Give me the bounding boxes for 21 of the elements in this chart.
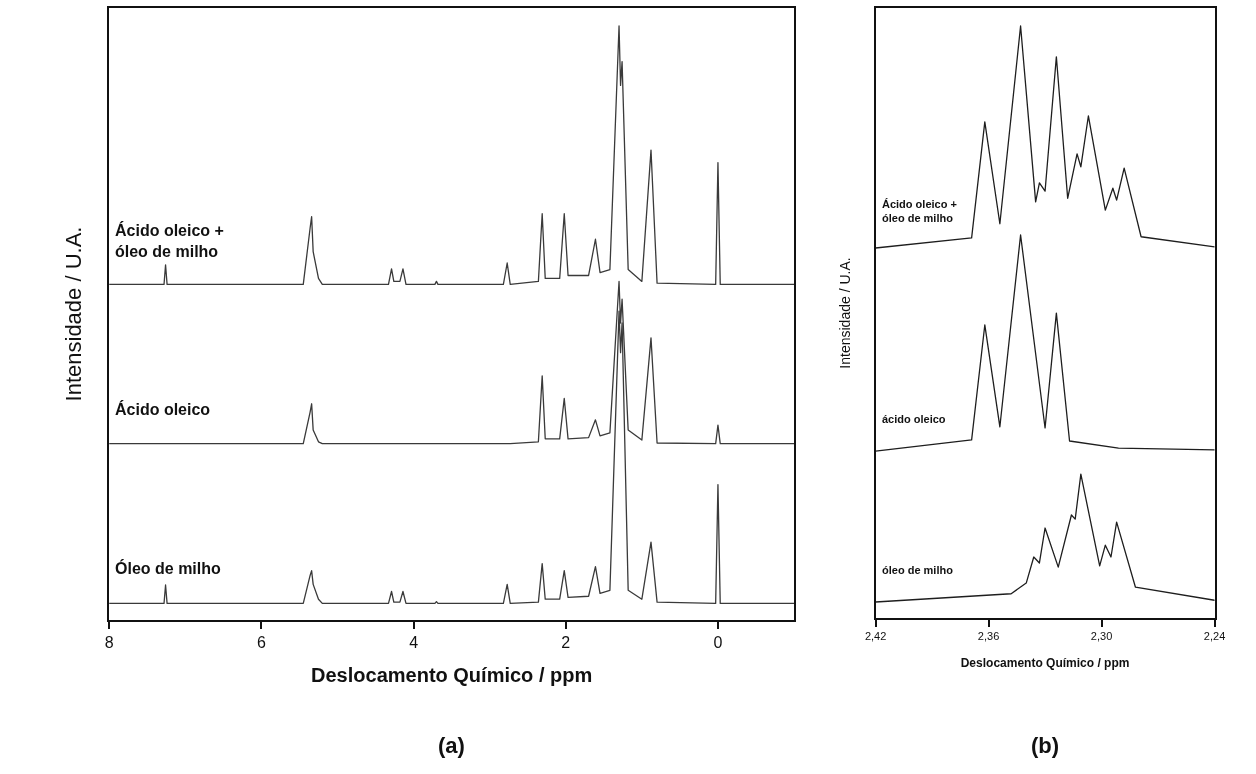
text: (b) [1031, 733, 1060, 758]
x-tick-label: 4 [409, 633, 419, 651]
x-tick-label: 6 [256, 633, 266, 651]
series-label: óleo de milho [882, 564, 954, 576]
series-label: Ácido oleico + óleo de milho [882, 198, 957, 225]
series-label: Ácido oleico + óleo de milho [115, 221, 224, 260]
x-tick-label: 0 [713, 633, 723, 651]
x-tick-label: 2 [561, 633, 571, 651]
x-tick-label: 8 [104, 633, 114, 651]
x-tick-label: 2,24 [1203, 629, 1226, 642]
text: (a) [438, 733, 465, 758]
x-tick-label: 2,42 [864, 629, 887, 642]
series-label: Ácido oleico [115, 400, 211, 418]
y-axis-title: Intensidade / U.A. [60, 226, 86, 402]
x-axis-title: Deslocamento Químico / ppm [311, 663, 593, 686]
x-axis-title: Deslocamento Químico / ppm [960, 656, 1130, 671]
x-tick-label: 2,36 [977, 629, 1000, 642]
series-label: ácido oleico [882, 413, 946, 425]
series-label: Óleo de milho [115, 559, 222, 577]
y-axis-title: Intensidade / U.A. [836, 257, 853, 369]
x-tick-label: 2,30 [1090, 629, 1113, 642]
